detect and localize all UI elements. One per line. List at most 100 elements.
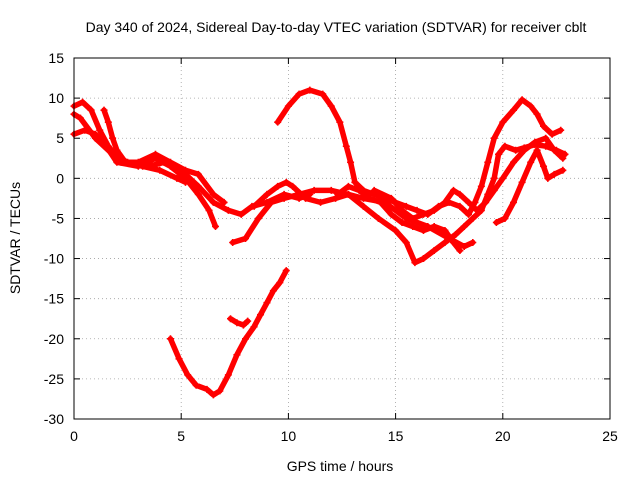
data-point (244, 317, 252, 325)
data-point (484, 158, 492, 166)
data-series-track-1 (70, 126, 220, 230)
data-point (430, 206, 438, 214)
data-point (224, 371, 232, 379)
data-point (409, 222, 417, 230)
data-point (216, 387, 224, 395)
data-series (70, 86, 569, 399)
data-point (490, 186, 498, 194)
data-point (441, 226, 449, 234)
data-point (499, 174, 507, 182)
data-point (327, 102, 335, 110)
data-point (540, 122, 548, 130)
x-tick-label: 15 (388, 428, 404, 444)
data-point (520, 146, 528, 154)
data-point (374, 214, 382, 222)
data-point (184, 371, 192, 379)
data-point (274, 182, 282, 190)
x-tick-label: 10 (281, 428, 297, 444)
data-point (104, 142, 112, 150)
data-point (460, 243, 468, 251)
data-point (203, 385, 211, 393)
data-point (413, 206, 421, 214)
data-point (139, 162, 147, 170)
data-point (557, 126, 565, 134)
data-point (242, 235, 250, 242)
data-point (477, 182, 485, 190)
data-point (441, 198, 449, 206)
data-point (100, 106, 108, 114)
grid (74, 58, 610, 419)
data-point (289, 182, 297, 190)
data-point (518, 178, 526, 186)
data-point (166, 335, 174, 343)
data-point (548, 130, 556, 138)
data-point (351, 178, 359, 186)
data-point (87, 106, 95, 114)
data-point (473, 206, 481, 214)
data-series-track-8 (334, 182, 464, 255)
data-point (209, 391, 217, 399)
series-line (251, 141, 568, 266)
plot-frame (73, 57, 611, 420)
data-point (342, 142, 350, 150)
data-point (284, 102, 292, 110)
data-point (233, 319, 241, 327)
data-point (490, 174, 498, 182)
data-point (387, 210, 395, 218)
data-point (104, 118, 112, 126)
data-point (355, 186, 363, 194)
data-point (237, 210, 245, 218)
data-point (280, 194, 288, 202)
data-point (527, 158, 535, 166)
data-point (212, 222, 220, 230)
data-point (490, 134, 498, 142)
data-point (518, 96, 526, 104)
y-tick-label: -25 (44, 371, 64, 387)
data-point (242, 335, 250, 343)
data-point (456, 247, 464, 255)
data-point (449, 239, 457, 247)
data-point (469, 214, 477, 222)
data-series-track-6 (250, 141, 569, 267)
data-point (495, 150, 503, 158)
data-point (499, 118, 507, 126)
data-point (239, 321, 247, 329)
data-point (550, 146, 558, 154)
data-point (377, 198, 385, 206)
data-point (370, 186, 378, 194)
data-point (250, 202, 258, 210)
data-point (449, 186, 457, 194)
y-tick-label: -10 (44, 251, 64, 267)
y-tick-label: -15 (44, 291, 64, 307)
data-point (276, 279, 284, 287)
data-point (398, 206, 406, 214)
axis-ticks: 0 5 10 15 20 25 -30 -25 -20 -15 -10 -5 0 5 10 15 (44, 50, 618, 444)
data-point (205, 206, 213, 214)
data-point (510, 198, 518, 206)
data-point (359, 202, 367, 210)
data-point (310, 186, 318, 194)
data-point (402, 239, 410, 247)
data-point (79, 98, 87, 106)
data-point (419, 210, 427, 218)
data-series-track-12 (227, 315, 252, 329)
data-point (387, 194, 395, 202)
y-tick-label: -5 (52, 210, 65, 226)
y-tick-label: 15 (48, 50, 64, 66)
data-point (274, 118, 282, 126)
data-point (419, 226, 427, 234)
x-tick-label: 25 (602, 428, 618, 444)
series-line (167, 267, 290, 398)
data-point (550, 170, 558, 178)
data-point (192, 381, 200, 389)
data-point (175, 355, 183, 363)
data-point (263, 190, 271, 198)
data-point (531, 138, 539, 146)
data-point (398, 218, 406, 226)
data-point (194, 170, 202, 178)
data-point (430, 222, 438, 230)
y-tick-label: 0 (56, 170, 64, 186)
data-point (227, 315, 235, 323)
data-point (319, 90, 327, 98)
